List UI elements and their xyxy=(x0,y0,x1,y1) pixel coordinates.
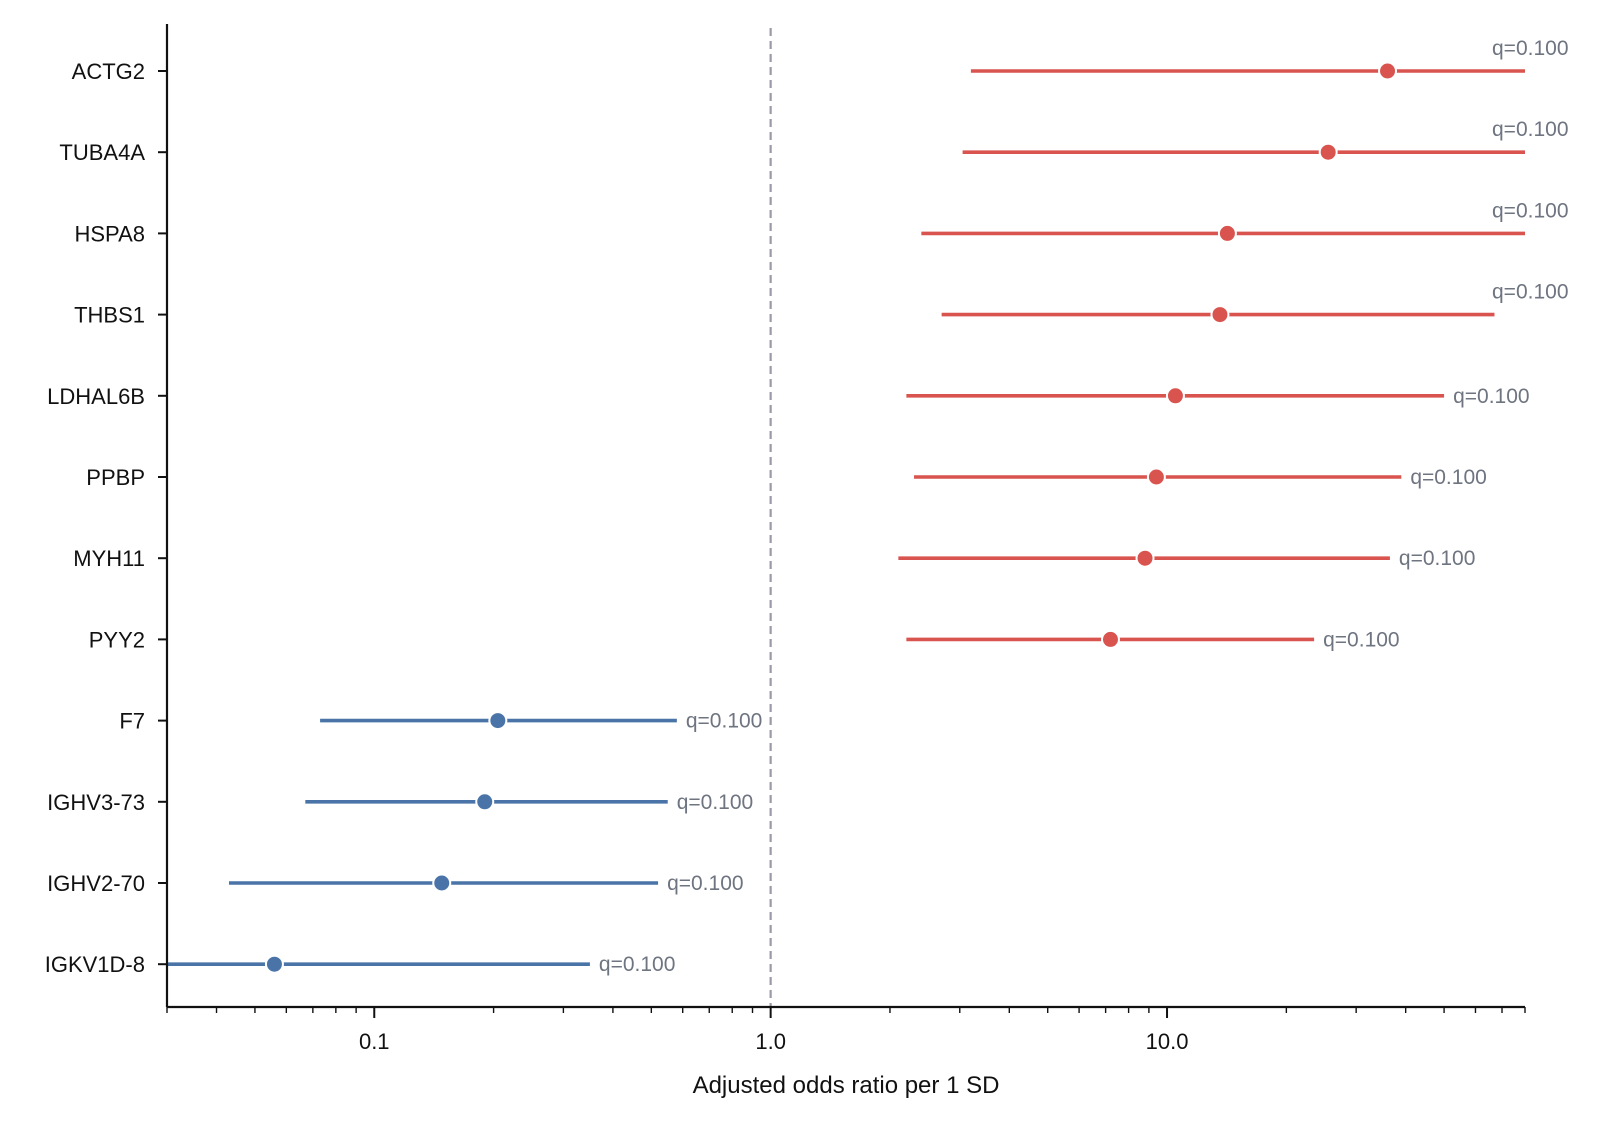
q-value-label: q=0.100 xyxy=(1492,118,1569,141)
point-estimate xyxy=(1146,467,1166,487)
category-label: THBS1 xyxy=(74,303,145,328)
category-label: PPBP xyxy=(86,465,145,490)
x-tick-label: 1.0 xyxy=(755,1029,786,1054)
category-label: TUBA4A xyxy=(59,140,145,165)
point-estimate xyxy=(1217,223,1237,243)
point-estimate xyxy=(1135,548,1155,568)
q-value-label: q=0.100 xyxy=(599,953,676,976)
point-estimate xyxy=(475,792,495,812)
point-estimate xyxy=(264,954,284,974)
point-estimate xyxy=(1378,61,1398,81)
q-value-label: q=0.100 xyxy=(1492,37,1569,60)
q-value-label-layer: q=0.100 q=0.100 q=0.100 q=0.100 q=0.100 q=0.1… xyxy=(599,37,1569,976)
category-label: IGHV2-70 xyxy=(47,871,145,896)
axes-layer: ACTG2 TUBA4A HSPA8 THBS1 LDHAL6B PPBP MYH11 PYY… xyxy=(45,24,1526,1054)
point-estimate-layer xyxy=(264,61,1398,974)
q-value-label: q=0.100 xyxy=(1492,281,1569,304)
x-tick-label: 10.0 xyxy=(1146,1029,1189,1054)
category-label: MYH11 xyxy=(73,546,145,571)
point-estimate xyxy=(1318,142,1338,162)
q-value-label: q=0.100 xyxy=(1399,547,1476,570)
q-value-label: q=0.100 xyxy=(667,872,744,895)
category-label: F7 xyxy=(119,709,145,734)
q-value-label: q=0.100 xyxy=(1492,199,1569,222)
q-value-label: q=0.100 xyxy=(1453,385,1530,408)
category-label: ACTG2 xyxy=(72,59,145,84)
confidence-interval-layer xyxy=(167,69,1525,967)
x-axis-title: Adjusted odds ratio per 1 SD xyxy=(693,1072,1000,1099)
x-tick-label: 0.1 xyxy=(359,1029,390,1054)
category-label: IGHV3-73 xyxy=(47,790,145,815)
point-estimate xyxy=(488,711,508,731)
point-estimate xyxy=(432,873,452,893)
point-estimate xyxy=(1210,305,1230,325)
q-value-label: q=0.100 xyxy=(677,791,754,814)
category-label: PYY2 xyxy=(89,627,145,652)
q-value-label: q=0.100 xyxy=(686,710,763,733)
category-label: IGKV1D-8 xyxy=(45,952,145,977)
category-label: HSPA8 xyxy=(74,221,145,246)
point-estimate xyxy=(1100,629,1120,649)
q-value-label: q=0.100 xyxy=(1410,466,1487,489)
category-label: LDHAL6B xyxy=(47,384,145,409)
point-estimate xyxy=(1165,386,1185,406)
q-value-label: q=0.100 xyxy=(1323,628,1400,651)
